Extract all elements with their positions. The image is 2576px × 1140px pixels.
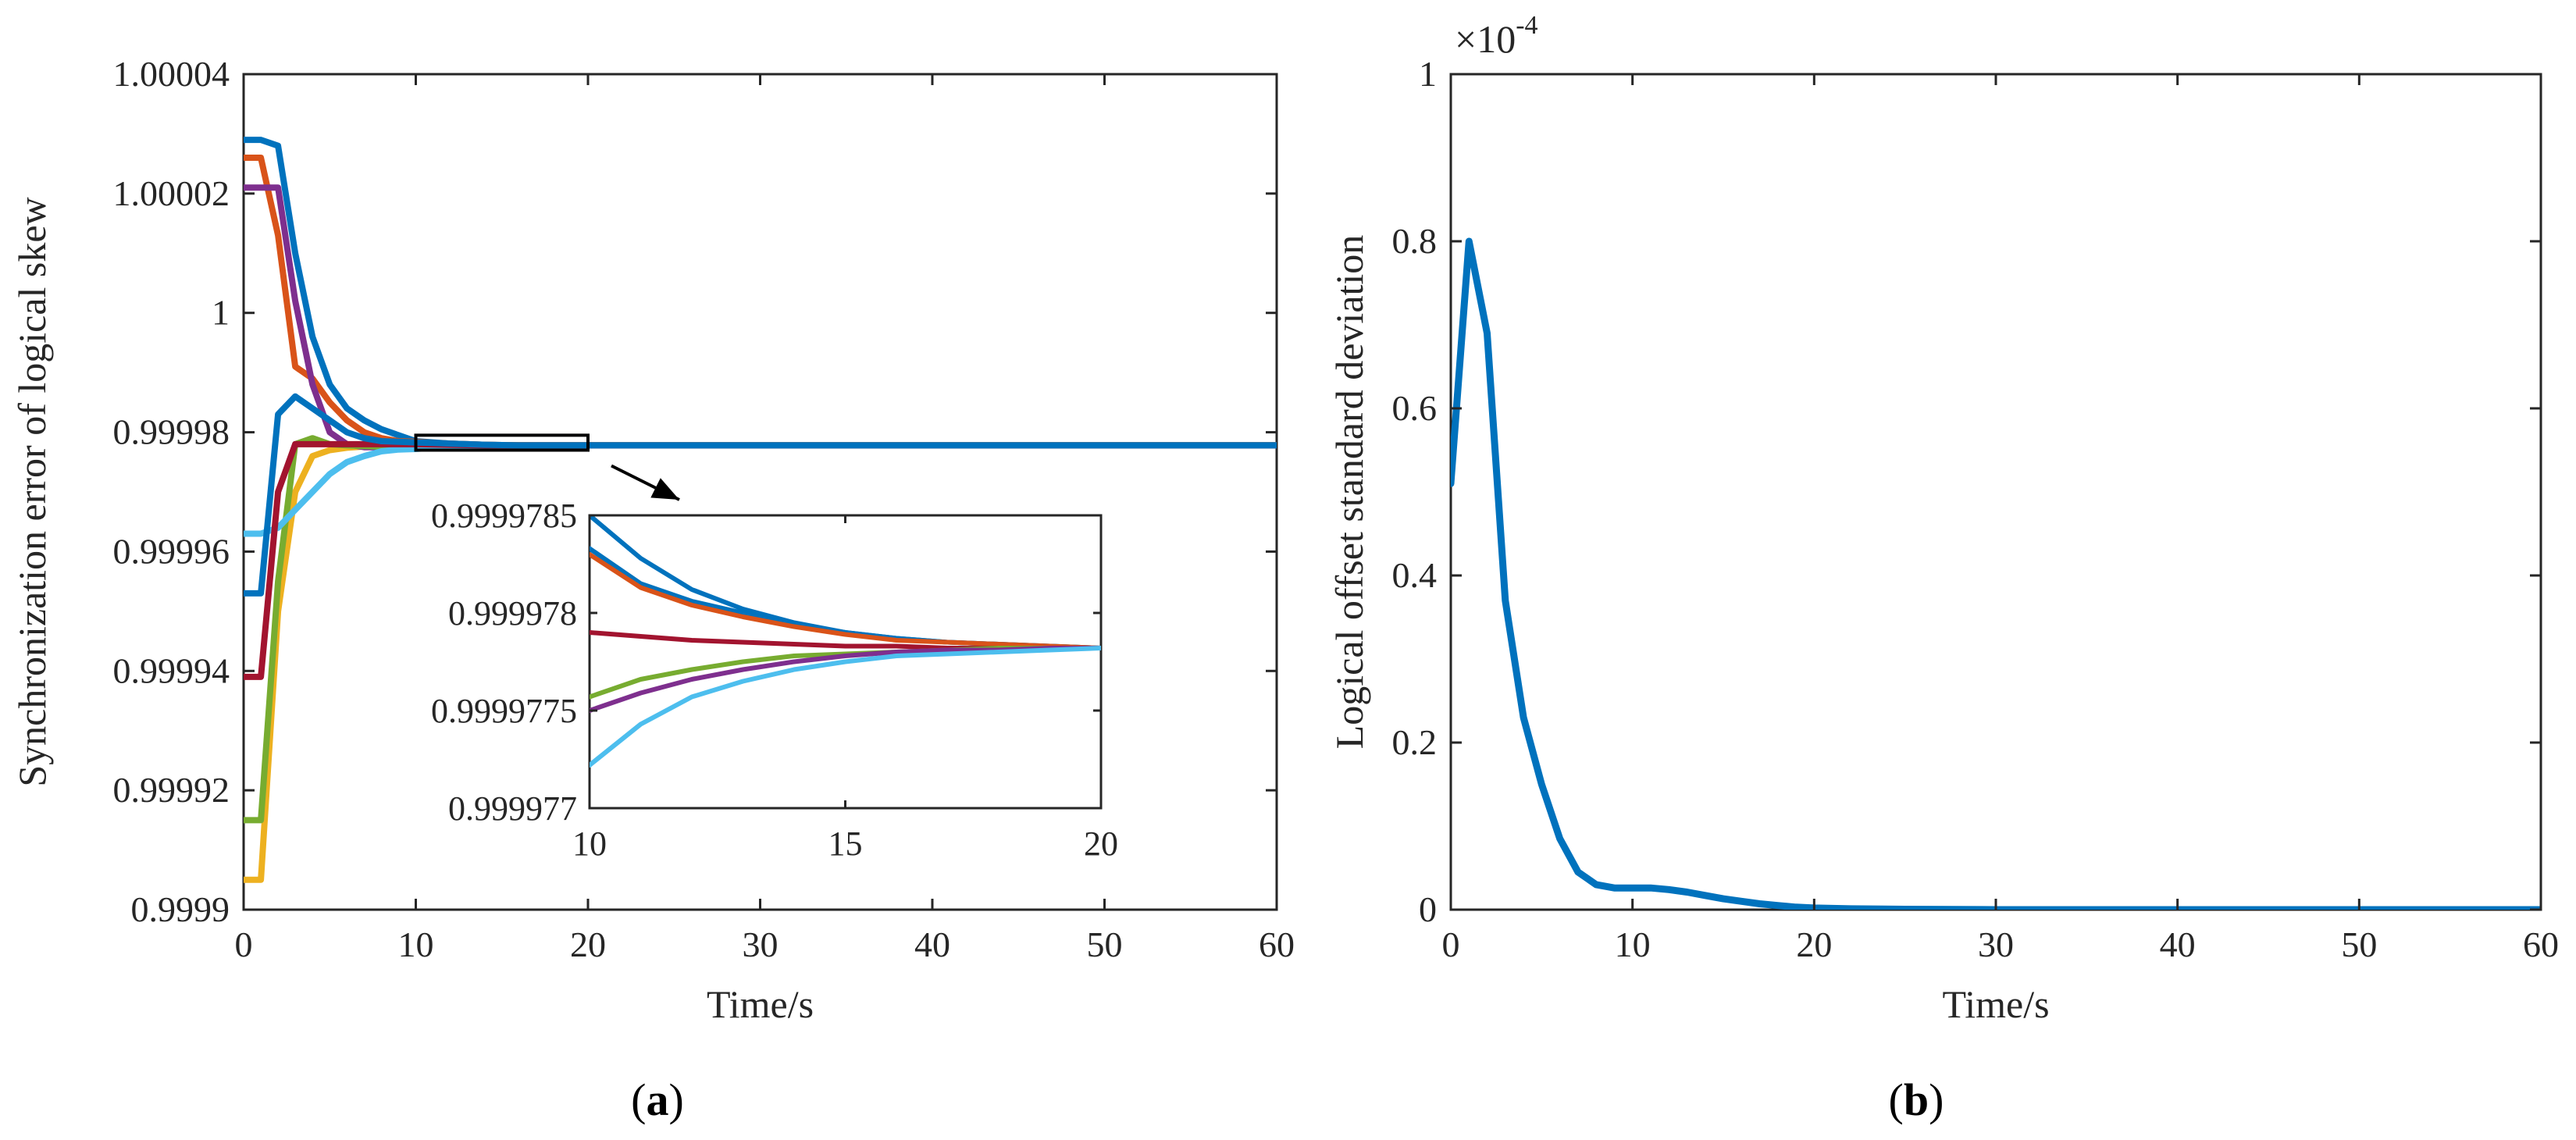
panel-a-xtick-label: 30 (743, 924, 779, 964)
panel-b-label-open: ( (1889, 1074, 1904, 1125)
panel-b-xtick-label: 20 (1796, 924, 1832, 964)
panel-a-ytick-label: 0.99996 (113, 531, 230, 571)
panel-a-xtick-label: 50 (1087, 924, 1123, 964)
panel-a-y-axis-label: Synchronization error of logical skew (10, 197, 54, 786)
panel-a-inset-ytick-label: 0.9999785 (431, 497, 577, 535)
panel-a-ytick-label: 0.99994 (113, 650, 230, 690)
panel-a-xtick-label: 60 (1259, 924, 1295, 964)
panel-b-chart: 0 10 20 30 40 50 60 0 0.2 0.4 0.6 0.8 1 Time/s Logical… (1327, 11, 2559, 1026)
panel-b-label: (b) (1889, 1074, 1944, 1125)
panel-b-xtick-label: 50 (2341, 924, 2377, 964)
panel-a-xtick-label: 40 (914, 924, 950, 964)
panel-a-inset-ytick-label: 0.999977 (448, 789, 577, 828)
panel-a-xtick-label: 10 (398, 924, 434, 964)
panel-b-ytick-label: 0.4 (1392, 555, 1438, 595)
panel-b-xtick-label: 40 (2160, 924, 2196, 964)
panel-b-xtick-label: 10 (1615, 924, 1651, 964)
panel-a-ytick-label: 1.00004 (113, 54, 230, 94)
panel-a-inset: 10 15 20 0.999977 0.9999775 0.999978 0.9999785 (431, 497, 1118, 863)
panel-b-ytick-label: 0.6 (1392, 388, 1438, 428)
panel-b-axes-frame (1449, 73, 2542, 911)
panel-a-ytick-label: 0.99992 (113, 770, 230, 810)
panel-b-xtick-label: 60 (2523, 924, 2559, 964)
panel-a-label-letter: a (647, 1074, 669, 1125)
panel-b-y-exponent-power: -4 (1516, 11, 1537, 40)
panel-b-label-letter: b (1904, 1074, 1929, 1125)
panel-a-x-axis-label: Time/s (707, 982, 814, 1026)
panel-a-ytick-label: 1 (212, 293, 230, 333)
panel-a-inset-xtick-label: 20 (1084, 825, 1118, 863)
panel-b-y-axis-label: Logical offset standard deviation (1327, 235, 1371, 750)
panel-b-label-close: ) (1929, 1074, 1944, 1125)
panel-b-ytick-label: 0.2 (1392, 722, 1438, 762)
panel-a-ytick-label: 1.00002 (113, 173, 230, 213)
panel-a-label-close: ) (669, 1074, 684, 1125)
panel-b-ytick-label: 0 (1419, 889, 1437, 929)
panel-a-inset-series-line-7 (590, 646, 1101, 768)
panel-a-label: (a) (631, 1074, 684, 1125)
panel-a-inset-xtick-label: 10 (572, 825, 607, 863)
panel-a-chart: 0 10 20 30 40 50 60 0.9999 0.99992 0.99994 0.99996… (10, 54, 1295, 1026)
panel-a-zoom-arrow-head (650, 478, 679, 500)
panel-a-zoom-box (414, 433, 590, 452)
panel-a-inset-series-line-3 (590, 552, 1101, 650)
panel-b-series-line-1 (1451, 237, 2541, 910)
panel-b-ytick-label: 0.8 (1392, 221, 1438, 261)
panel-a-inset-ytick-label: 0.9999775 (431, 692, 577, 730)
panel-a-ytick-label: 0.99998 (113, 412, 230, 452)
panel-b-ytick-label: 1 (1419, 54, 1437, 94)
panel-a-xtick-label: 20 (570, 924, 606, 964)
panel-a-ytick-label: 0.9999 (131, 889, 230, 929)
panel-a-xtick-label: 0 (235, 924, 253, 964)
panel-b-y-exponent-base: ×10 (1455, 17, 1516, 61)
panel-a-label-open: ( (631, 1074, 646, 1125)
panel-a-inset-xtick-label: 15 (828, 825, 863, 863)
panel-b-xtick-label: 0 (1442, 924, 1460, 964)
panel-b-y-exponent: ×10-4 (1455, 11, 1538, 61)
panel-b-xtick-label: 30 (1978, 924, 2014, 964)
panel-a-inset-ytick-label: 0.999978 (448, 594, 577, 632)
panel-b-x-axis-label: Time/s (1942, 982, 2049, 1026)
